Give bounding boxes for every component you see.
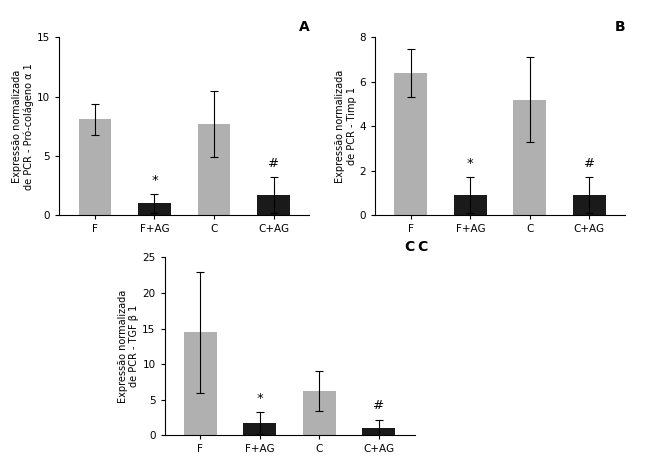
Bar <box>573 195 606 215</box>
Text: *: * <box>257 392 263 405</box>
Text: C: C <box>404 240 415 254</box>
Text: B: B <box>615 20 625 34</box>
Y-axis label: Expressão normalizada
de PCR - Timp 1: Expressão normalizada de PCR - Timp 1 <box>335 70 357 183</box>
Bar <box>303 391 336 435</box>
Text: *: * <box>151 174 158 187</box>
Text: #: # <box>373 400 384 412</box>
Y-axis label: Expressão normalizada
de PCR - TGF β 1: Expressão normalizada de PCR - TGF β 1 <box>118 290 139 403</box>
Y-axis label: Expressão normalizada
de PCR - Pró-colágeno α 1: Expressão normalizada de PCR - Pró-colág… <box>12 63 34 190</box>
Text: #: # <box>268 157 279 170</box>
Bar <box>257 195 290 215</box>
Bar <box>454 195 487 215</box>
Bar <box>184 332 216 435</box>
Text: *: * <box>467 157 474 170</box>
Text: #: # <box>584 157 595 170</box>
Bar <box>513 100 546 215</box>
Text: C: C <box>417 240 427 254</box>
Bar <box>138 204 171 215</box>
Text: A: A <box>299 20 309 34</box>
Bar <box>363 428 395 435</box>
Bar <box>197 124 230 215</box>
Bar <box>78 119 111 215</box>
Bar <box>394 73 427 215</box>
Bar <box>243 423 276 435</box>
